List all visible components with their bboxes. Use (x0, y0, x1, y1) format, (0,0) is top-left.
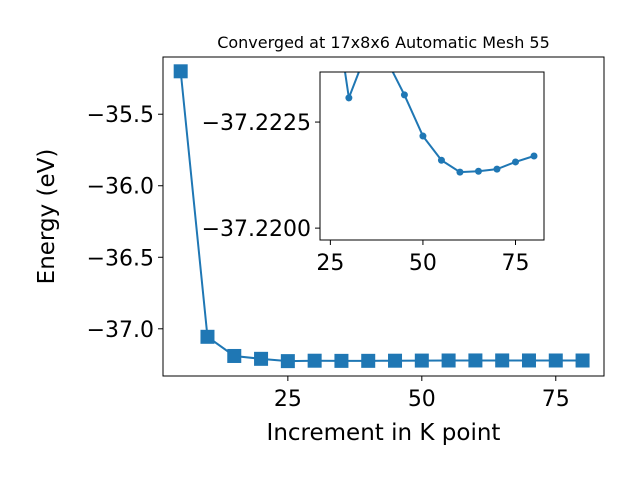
x-axis-label: Increment in K point (267, 420, 501, 446)
marker (575, 353, 590, 368)
series-line (179, 71, 583, 363)
marker (307, 353, 322, 368)
marker (414, 353, 429, 368)
marker (548, 353, 563, 368)
y-tick-label: −36.0 (87, 175, 154, 200)
marker (521, 353, 536, 368)
y-tick-label: −36.5 (87, 246, 154, 271)
marker (441, 353, 456, 368)
marker (419, 132, 427, 140)
x-tick-label: 75 (542, 387, 570, 412)
marker (511, 158, 519, 166)
marker (388, 353, 403, 368)
marker (173, 64, 188, 79)
axes-frame (319, 71, 545, 241)
x-tick-label: 50 (408, 387, 436, 412)
marker (227, 348, 242, 363)
x-tick-label: 25 (274, 387, 302, 412)
y-tick-label: −37.0 (87, 318, 154, 343)
marker (334, 353, 349, 368)
x-tick-label: 75 (501, 251, 529, 276)
plot-data (344, 72, 538, 176)
y-axis-label: Energy (eV) (34, 149, 60, 285)
x-tick-label: 25 (316, 251, 344, 276)
marker (400, 91, 408, 99)
marker (280, 354, 295, 369)
plot-area (320, 72, 544, 240)
plot-data (173, 64, 590, 369)
y-tick-label: −35.5 (87, 103, 154, 128)
marker (495, 353, 510, 368)
marker (437, 156, 445, 164)
marker (200, 329, 215, 344)
y-tick-label: −37.2225 (202, 111, 311, 136)
marker (456, 168, 464, 176)
x-tick-label: 50 (409, 251, 437, 276)
marker (468, 353, 483, 368)
chart-title: Converged at 17x8x6 Automatic Mesh 55 (217, 33, 550, 52)
marker (530, 152, 538, 160)
y-tick-label: −37.2200 (202, 217, 311, 242)
marker (474, 167, 482, 175)
marker (345, 94, 353, 102)
axes-frame (162, 56, 605, 377)
marker (254, 351, 269, 366)
marker (493, 165, 501, 173)
marker (361, 353, 376, 368)
